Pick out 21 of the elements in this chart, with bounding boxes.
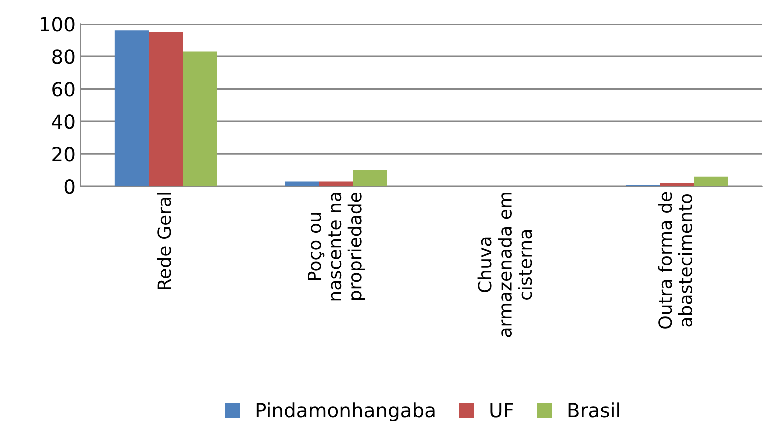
bar — [660, 183, 694, 187]
y-tick-label: 20 — [52, 147, 75, 162]
legend-label: Brasil — [568, 402, 620, 418]
bar — [183, 52, 218, 187]
y-tick-label: 40 — [52, 114, 75, 130]
bar — [319, 182, 354, 187]
legend-label: UF — [490, 403, 514, 418]
x-tick-label: Chuva armazenada em cisterna — [478, 192, 532, 338]
x-tick-label: Rede Geral — [157, 193, 172, 290]
bar — [285, 182, 320, 187]
bar — [694, 176, 728, 187]
y-tick-label: 100 — [41, 17, 75, 32]
y-tick-label: 80 — [52, 50, 75, 64]
x-tick-label: Outra forma de abastecimento — [658, 192, 692, 329]
y-tick-label: 60 — [52, 82, 75, 97]
bar — [353, 170, 388, 187]
bar — [114, 30, 149, 187]
legend-label: Pindamonhangaba — [256, 402, 435, 422]
bar — [148, 32, 184, 187]
x-tick-label: Poço ou nascente na propriedade — [308, 193, 366, 301]
y-tick-label: 0 — [64, 180, 75, 194]
